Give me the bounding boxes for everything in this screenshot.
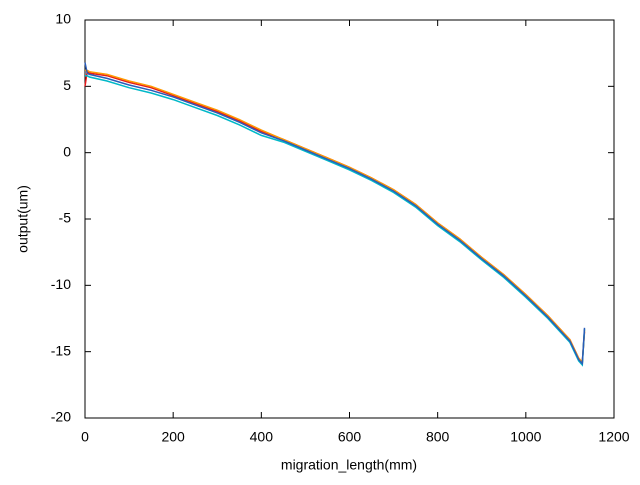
y-tick-label: -15: [51, 342, 71, 358]
y-axis-label: output(um): [15, 185, 31, 253]
x-axis-label: migration_length(mm): [281, 457, 417, 473]
series-line: [84, 70, 586, 365]
x-tick-label: 1200: [598, 429, 629, 445]
x-tick-label: 400: [250, 429, 274, 445]
y-tick-label: -5: [59, 210, 72, 226]
x-tick-label: 600: [338, 429, 362, 445]
x-tick-label: 0: [81, 429, 89, 445]
series-line: [85, 69, 586, 365]
series-line: [85, 74, 586, 367]
y-tick-label: 10: [55, 11, 71, 27]
x-tick-label: 1000: [510, 429, 541, 445]
x-tick-label: 200: [161, 429, 185, 445]
series-line: [84, 62, 586, 366]
x-tick-label: 800: [426, 429, 450, 445]
y-tick-label: 5: [63, 77, 71, 93]
plot-frame: [84, 19, 615, 419]
y-tick-label: 0: [63, 143, 71, 159]
y-tick-label: -20: [51, 409, 71, 425]
y-tick-label: -10: [51, 276, 71, 292]
